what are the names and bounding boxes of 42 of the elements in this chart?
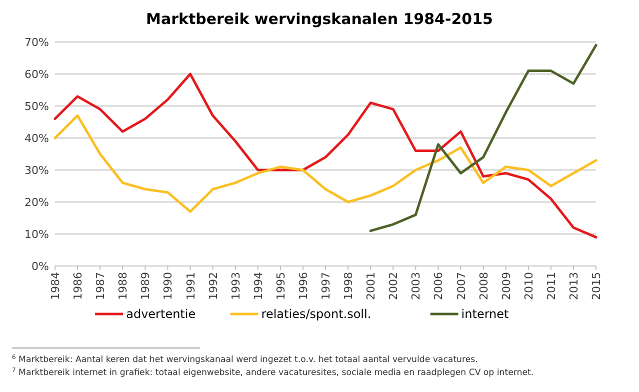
x-tick-label: 2010: [522, 272, 536, 300]
x-tick-label: 2001: [364, 272, 378, 300]
x-tick-label: 2013: [567, 272, 580, 300]
x-tick-label: 2002: [387, 272, 400, 300]
x-tick-label: 2007: [454, 272, 468, 300]
y-tick-label: 0%: [32, 260, 49, 273]
text: $^{7}$ Marktbereik internet in grafiek: totaal eigenwebsite, andere vacaturesites, sociale media en raadplegen CV op internet.: [12, 366, 534, 378]
x-tick-label: 1989: [139, 272, 152, 300]
x-tick-label: 1990: [162, 272, 175, 300]
x-tick-label: 1997: [320, 272, 332, 300]
x-tick-label: 2006: [432, 272, 446, 300]
x-tick-label: 1987: [94, 272, 108, 300]
x-tick-label: 1988: [116, 272, 130, 300]
x-tick-label: 1996: [296, 272, 310, 300]
x-tick-label: 1984: [49, 272, 62, 300]
y-tick-label: 40%: [24, 132, 49, 145]
x-tick-label: 1998: [342, 272, 356, 300]
x-tick-label: 2011: [544, 272, 558, 300]
legend-label: advertentie: [126, 307, 196, 321]
x-tick-label: 1986: [72, 272, 85, 300]
text: $^{6}$ Marktbereik: Aantal keren dat het wervingskanaal werd ingezet t.o.v. het totaal aantal vervulde vacatures.: [12, 354, 478, 365]
x-tick-label: 2003: [410, 272, 423, 300]
x-tick-label: 2009: [500, 272, 513, 300]
y-tick-label: 70%: [24, 36, 49, 49]
chart-title: Marktbereik wervingskanalen 1984-2015: [146, 10, 493, 28]
legend-label: relaties/spont.soll.: [261, 307, 372, 321]
y-tick-label: 10%: [24, 228, 49, 241]
x-tick-label: 2008: [477, 272, 490, 300]
line-series: [369, 44, 598, 232]
y-tick-label: 60%: [24, 68, 49, 81]
y-tick-label: 30%: [24, 164, 49, 177]
x-tick-label: 1994: [252, 272, 265, 300]
x-tick-label: 1995: [274, 272, 288, 300]
legend-label: internet: [461, 307, 510, 321]
line-series: [54, 72, 598, 238]
y-tick-label: 50%: [24, 100, 49, 113]
x-tick-label: 2015: [590, 272, 603, 300]
x-tick-label: 1991: [184, 272, 198, 300]
x-tick-label: 1993: [229, 272, 242, 300]
x-tick-label: 1992: [206, 272, 220, 300]
line-series: [54, 114, 598, 213]
y-tick-label: 20%: [24, 196, 49, 209]
